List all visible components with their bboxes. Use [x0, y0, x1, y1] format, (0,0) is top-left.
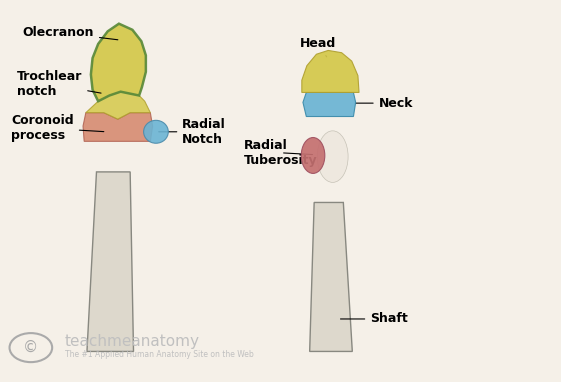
Text: Neck: Neck — [355, 97, 413, 110]
Text: ©: © — [23, 340, 39, 355]
Ellipse shape — [301, 138, 325, 173]
Polygon shape — [91, 24, 146, 101]
Polygon shape — [86, 92, 150, 119]
Text: The #1 Applied Human Anatomy Site on the Web: The #1 Applied Human Anatomy Site on the… — [65, 350, 253, 359]
Text: teachmeanatomy: teachmeanatomy — [65, 334, 200, 349]
Polygon shape — [310, 202, 352, 351]
Polygon shape — [87, 172, 134, 351]
Polygon shape — [303, 92, 356, 117]
Text: Head: Head — [300, 37, 337, 57]
Text: Shaft: Shaft — [341, 312, 408, 325]
Ellipse shape — [144, 120, 168, 143]
Text: Olecranon: Olecranon — [22, 26, 118, 40]
Text: Radial
Notch: Radial Notch — [159, 118, 226, 146]
Polygon shape — [302, 50, 359, 92]
Polygon shape — [83, 113, 153, 141]
Ellipse shape — [318, 131, 348, 183]
Text: Coronoid
process: Coronoid process — [11, 114, 104, 142]
Text: Radial
Tuberosity: Radial Tuberosity — [244, 139, 318, 167]
Text: Trochlear
notch: Trochlear notch — [17, 70, 101, 98]
